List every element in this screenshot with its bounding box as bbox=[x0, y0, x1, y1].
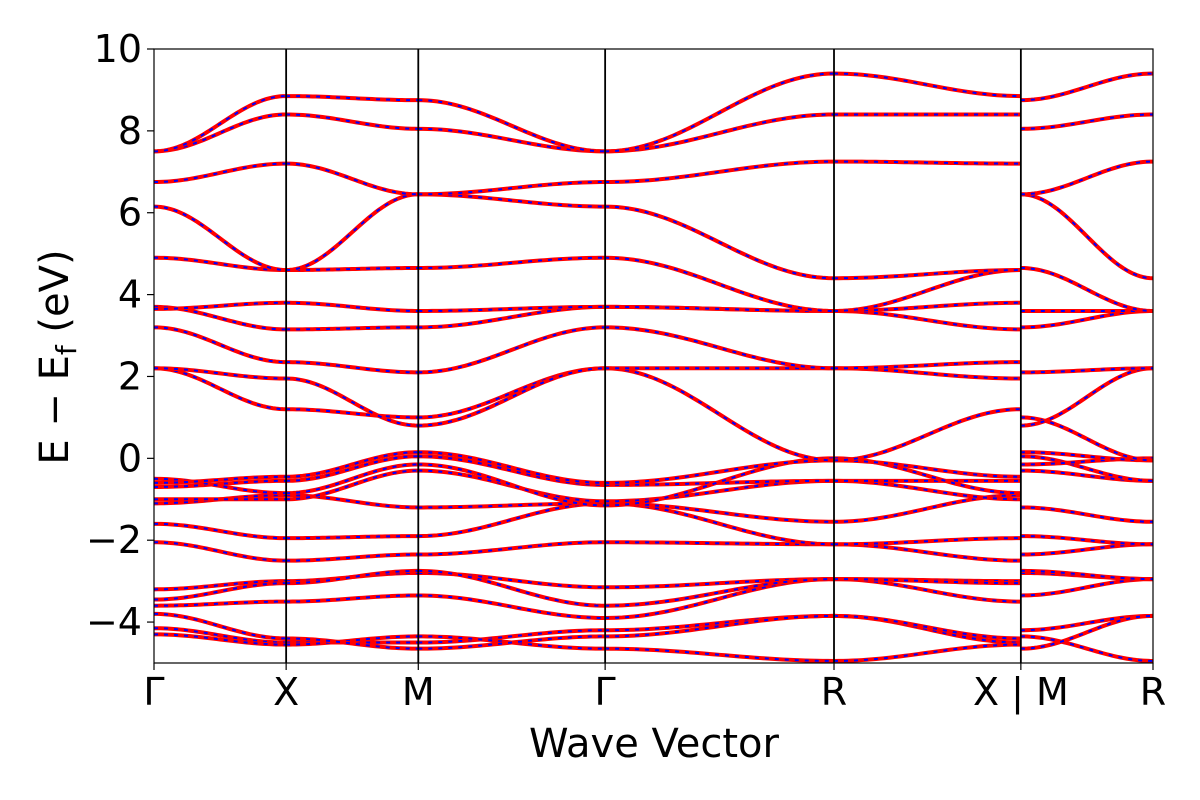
kpoint-lines bbox=[285, 49, 1022, 663]
y-axis-label: E − Ef (eV) bbox=[32, 249, 83, 464]
band-line-12 bbox=[154, 450, 1153, 485]
band-line-5 bbox=[154, 568, 1153, 608]
band-line-7 bbox=[154, 501, 1153, 547]
band-overlay-6 bbox=[154, 541, 1153, 562]
band-overlay-8 bbox=[154, 494, 1153, 523]
band-overlay-14 bbox=[154, 367, 1153, 427]
band-overlay-0 bbox=[154, 614, 1153, 644]
band-line-16 bbox=[154, 304, 1153, 332]
y-tick-label-0: −4 bbox=[86, 600, 142, 644]
plot-frame bbox=[153, 48, 1154, 664]
band-line-15 bbox=[154, 325, 1153, 375]
x-tick-label-4: R bbox=[821, 670, 847, 714]
band-line-13 bbox=[154, 366, 1153, 463]
y-axis: −4 −2 0 2 4 6 8 10 bbox=[86, 27, 154, 644]
band-line-3 bbox=[154, 577, 1153, 620]
band-overlay-19 bbox=[154, 193, 1153, 280]
x-tick-label-1: X bbox=[273, 670, 299, 714]
band-overlay-4 bbox=[154, 571, 1153, 591]
band-overlay-18 bbox=[154, 256, 1153, 312]
y-tick-label-1: −2 bbox=[86, 518, 142, 562]
y-axis-label-main: E − E bbox=[32, 355, 78, 465]
band-line-17 bbox=[154, 300, 1153, 313]
band-overlay-22 bbox=[154, 72, 1153, 153]
band-line-19 bbox=[154, 192, 1153, 281]
y-tick-label-6: 8 bbox=[118, 109, 142, 153]
band-line-11 bbox=[154, 456, 1153, 508]
band-overlay-17 bbox=[154, 301, 1153, 312]
band-overlay-20 bbox=[154, 160, 1153, 196]
band-line-20 bbox=[154, 159, 1153, 197]
y-axis-label-subscript: f bbox=[50, 344, 83, 355]
band-line-21 bbox=[154, 112, 1153, 154]
y-tick-label-7: 10 bbox=[94, 27, 142, 71]
band-line-22 bbox=[154, 71, 1153, 154]
x-tick-label-2: M bbox=[402, 670, 435, 714]
x-tick-label-3: Γ bbox=[595, 670, 616, 714]
y-tick-label-3: 2 bbox=[118, 354, 142, 398]
x-tick-label-0: Γ bbox=[143, 670, 164, 714]
y-axis-label-unit: (eV) bbox=[32, 249, 78, 345]
band-overlay-2 bbox=[154, 612, 1153, 650]
y-tick-label-2: 0 bbox=[118, 436, 142, 480]
x-tick-label-5: X | M bbox=[973, 670, 1069, 715]
x-axis: Γ X M Γ R X | M R bbox=[143, 663, 1166, 715]
band-overlay-16 bbox=[154, 305, 1153, 331]
y-tick-label-4: 4 bbox=[118, 273, 142, 317]
band-overlay-15 bbox=[154, 326, 1153, 374]
x-tick-label-6: R bbox=[1140, 670, 1166, 714]
band-line-6 bbox=[154, 540, 1153, 563]
y-tick-label-5: 6 bbox=[118, 191, 142, 235]
bands-layer bbox=[154, 71, 1153, 663]
x-axis-label: Wave Vector bbox=[529, 721, 780, 767]
